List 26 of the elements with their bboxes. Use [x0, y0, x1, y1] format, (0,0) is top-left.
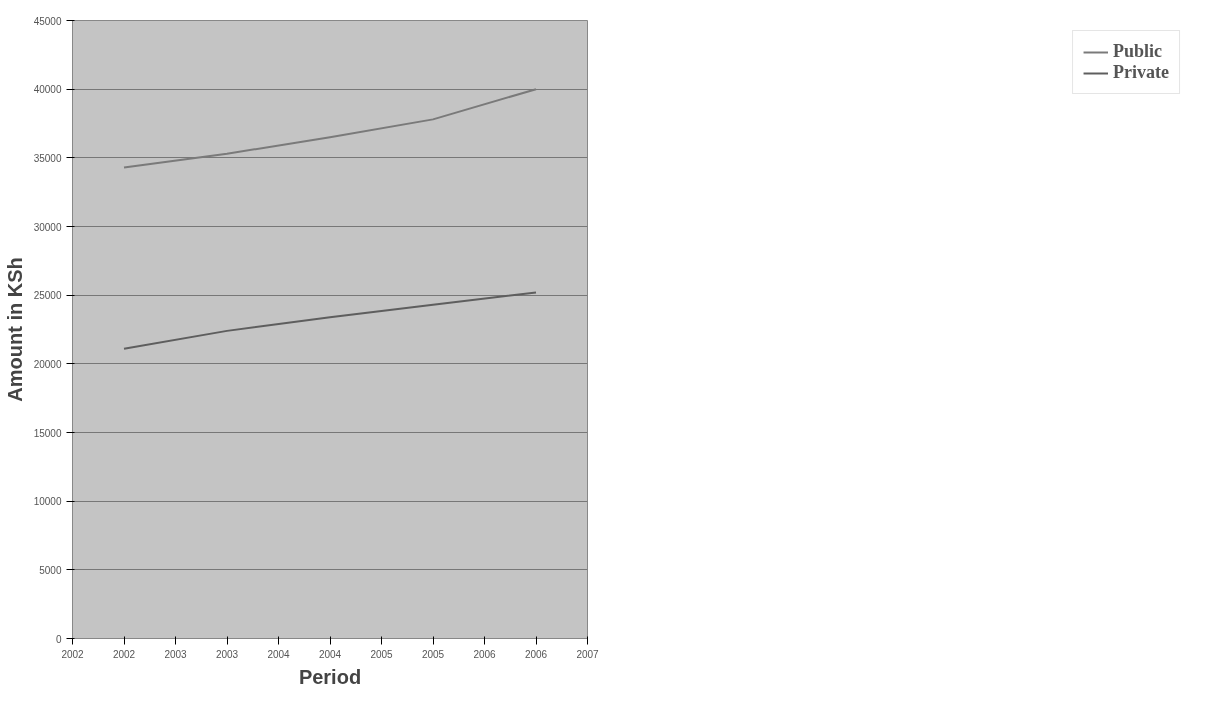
- x-axis-title: Period: [298, 665, 362, 688]
- y-tick-label: 45000: [33, 15, 62, 27]
- x-tick-label: 2006: [524, 648, 548, 660]
- y-tick-label: 20000: [33, 358, 62, 370]
- y-tick-label: 35000: [33, 152, 62, 164]
- y-axis-title: Amount in KSh: [3, 257, 26, 402]
- y-tick-label: 25000: [33, 290, 62, 302]
- y-tick-label: 30000: [33, 221, 62, 233]
- y-tick-label: 5000: [39, 564, 62, 576]
- x-tick-label: 2006: [473, 648, 497, 660]
- x-tick-label: 2002: [112, 648, 136, 660]
- y-tick-label: 40000: [33, 84, 62, 96]
- legend-label: Public: [1113, 41, 1163, 62]
- y-tick-label: 0: [55, 633, 62, 645]
- x-tick-label: 2005: [421, 648, 445, 660]
- x-tick-label: 2004: [318, 648, 342, 660]
- x-tick-label: 2003: [164, 648, 188, 660]
- x-tick-label: 2002: [61, 648, 85, 660]
- x-tick-label: 2004: [267, 648, 291, 660]
- line-series: [123, 291, 537, 350]
- x-tick-label: 2005: [370, 648, 394, 660]
- y-tick-label: 10000: [33, 496, 62, 508]
- x-tick-label: 2003: [215, 648, 239, 660]
- legend-label: Private: [1113, 62, 1169, 83]
- x-tick-label: 2007: [576, 648, 600, 660]
- y-tick-label: 15000: [33, 427, 62, 439]
